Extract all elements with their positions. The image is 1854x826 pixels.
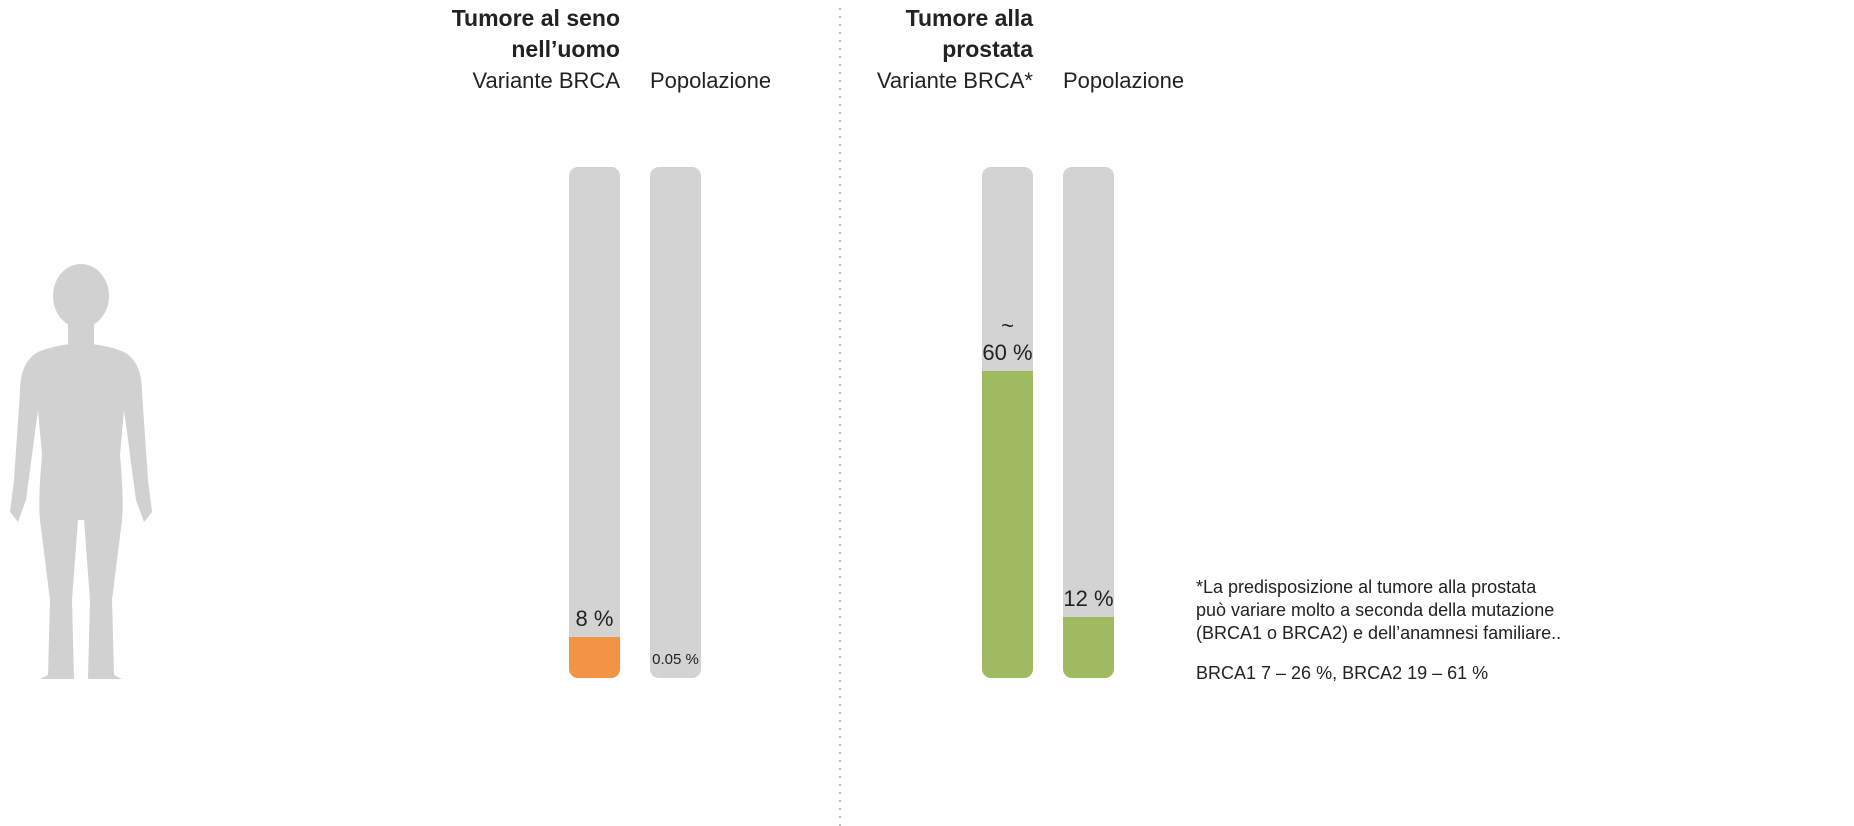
category-label: Popolazione: [1063, 68, 1185, 93]
bar: [1063, 616, 1114, 678]
value-label: 8 %: [575, 606, 614, 632]
footnote: *La predisposizione al tumore alla prost…: [1196, 577, 1562, 643]
bar-track: [982, 167, 1033, 678]
chart-title: Tumore al seno nell’uomo: [451, 5, 620, 62]
value-label: 0.05 %: [652, 650, 699, 668]
person-silhouette: [10, 264, 152, 679]
annotation: BRCA1 7 – 26 %, BRCA2 19 – 61 %: [1196, 663, 1489, 683]
chart-title: Tumore alla prostata: [905, 5, 1033, 62]
bar-track: [569, 167, 620, 678]
value-label: ~ 60 %: [982, 313, 1033, 366]
bar: [982, 371, 1033, 678]
bar-track: [650, 167, 701, 678]
value-label: 12 %: [1063, 585, 1114, 611]
category-label: Popolazione: [650, 68, 772, 93]
category-label: Variante BRCA*: [876, 68, 1033, 93]
bar: [569, 637, 620, 678]
bar-track: [1063, 167, 1114, 678]
category-label: Variante BRCA: [472, 68, 620, 93]
